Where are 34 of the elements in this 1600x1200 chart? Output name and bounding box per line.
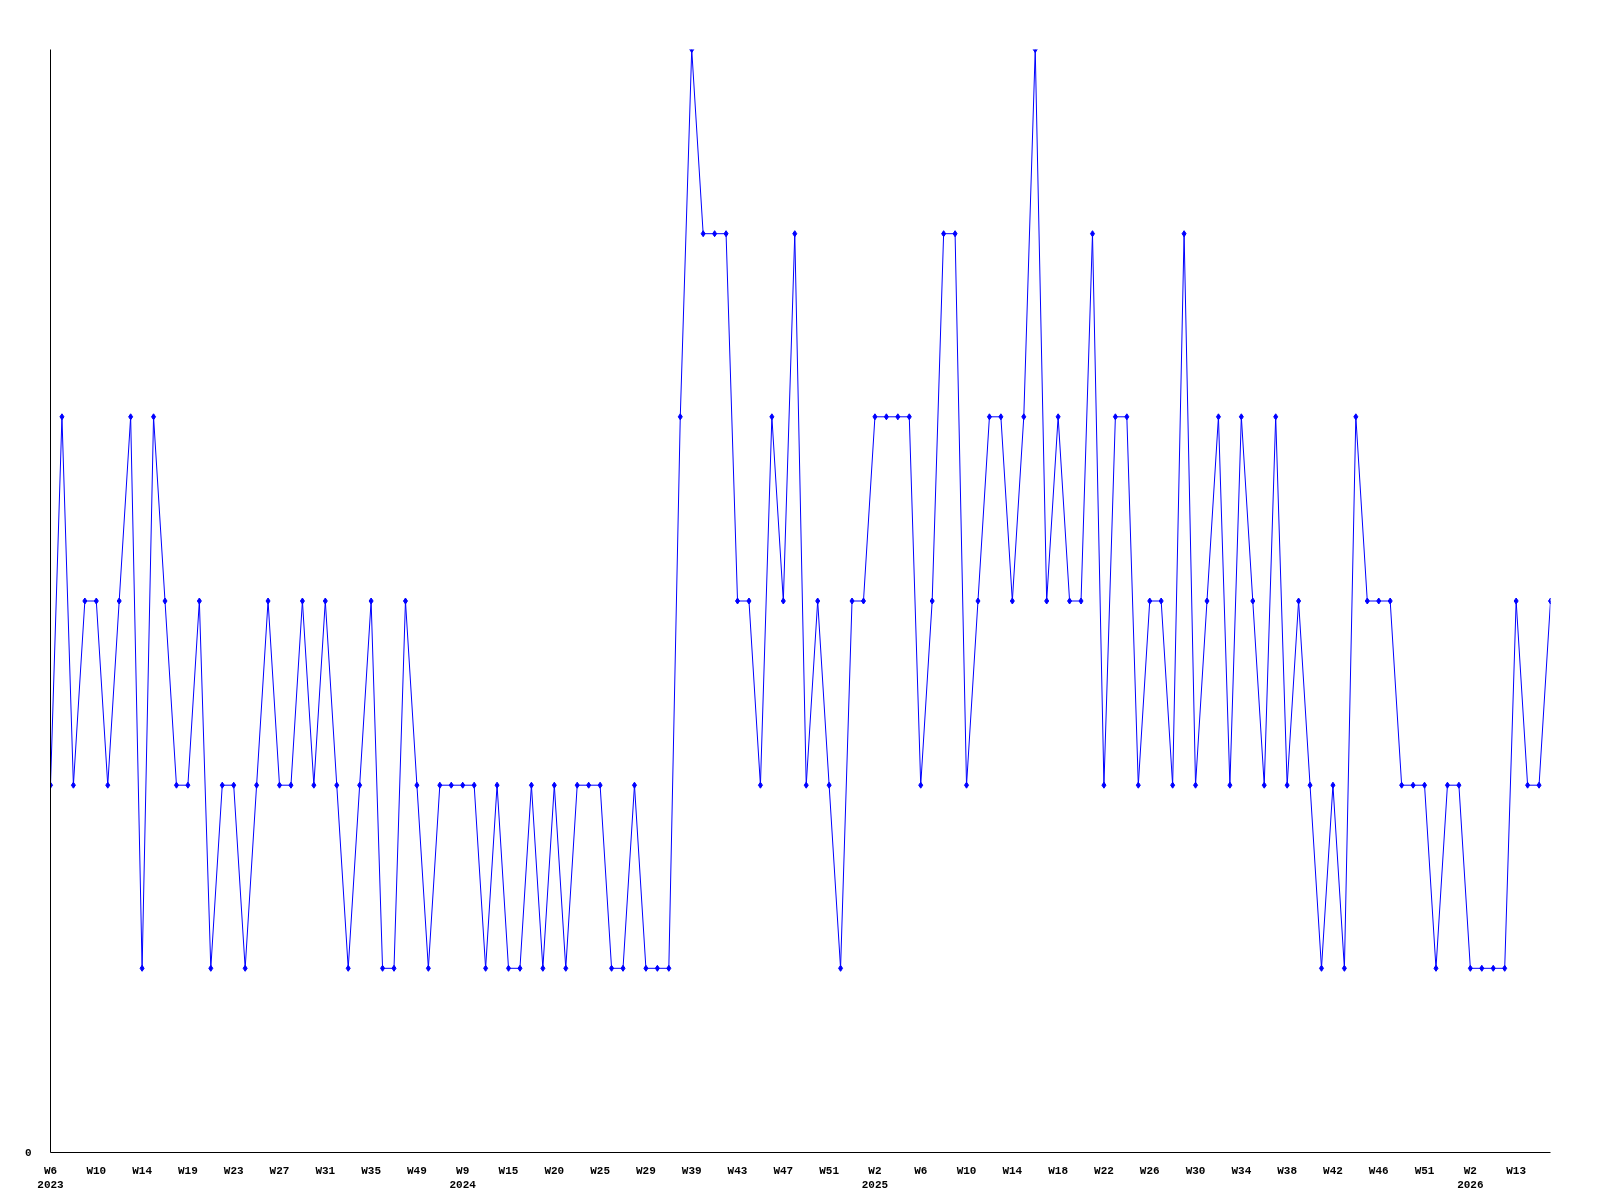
x-tick-label: W29 (636, 1164, 656, 1177)
x-tick-label: W25 (590, 1164, 611, 1177)
x-tick-label: W14 (132, 1164, 153, 1177)
x-tick-label: W2 2025 (861, 1164, 889, 1191)
x-tick-label: W39 (681, 1164, 702, 1177)
x-tick-label: W34 (1231, 1164, 1252, 1177)
x-tick-label: W27 (269, 1164, 290, 1177)
x-tick-label: W10 (956, 1164, 977, 1177)
x-tick-label: W43 (727, 1164, 748, 1177)
x-tick-label: W6 (914, 1164, 928, 1177)
x-tick-label: W49 (407, 1164, 427, 1177)
x-tick-label: W38 (1277, 1164, 1298, 1177)
text: 0 (24, 1147, 32, 1159)
x-tick-label: W46 (1368, 1164, 1389, 1177)
x-tick-label: W9 2024 (449, 1164, 477, 1191)
x-tick-label: W20 (544, 1164, 565, 1177)
x-tick-label: W51 (1414, 1164, 1435, 1177)
x-tick-label: W18 (1048, 1164, 1069, 1177)
x-tick-label: W19 (178, 1164, 198, 1177)
x-tick-label: W35 (361, 1164, 382, 1177)
x-tick-label: W13 (1506, 1164, 1527, 1177)
x-tick-label: W47 (773, 1164, 794, 1177)
x-tick-label: W10 (86, 1164, 107, 1177)
x-tick-label: W26 (1139, 1164, 1160, 1177)
x-tick-label: W31 (315, 1164, 336, 1177)
x-tick-label: W22 (1094, 1164, 1114, 1177)
x-tick-label: W14 (1002, 1164, 1023, 1177)
x-tick-label: W2 2026 (1457, 1164, 1484, 1191)
x-tick-label: W42 (1323, 1164, 1343, 1177)
x-tick-label: W15 (498, 1164, 519, 1177)
x-tick-label: W6 2023 (37, 1164, 65, 1191)
x-tick-label: W30 (1185, 1164, 1206, 1177)
x-tick-label: W23 (223, 1164, 245, 1177)
x-tick-label: W51 (819, 1164, 840, 1177)
